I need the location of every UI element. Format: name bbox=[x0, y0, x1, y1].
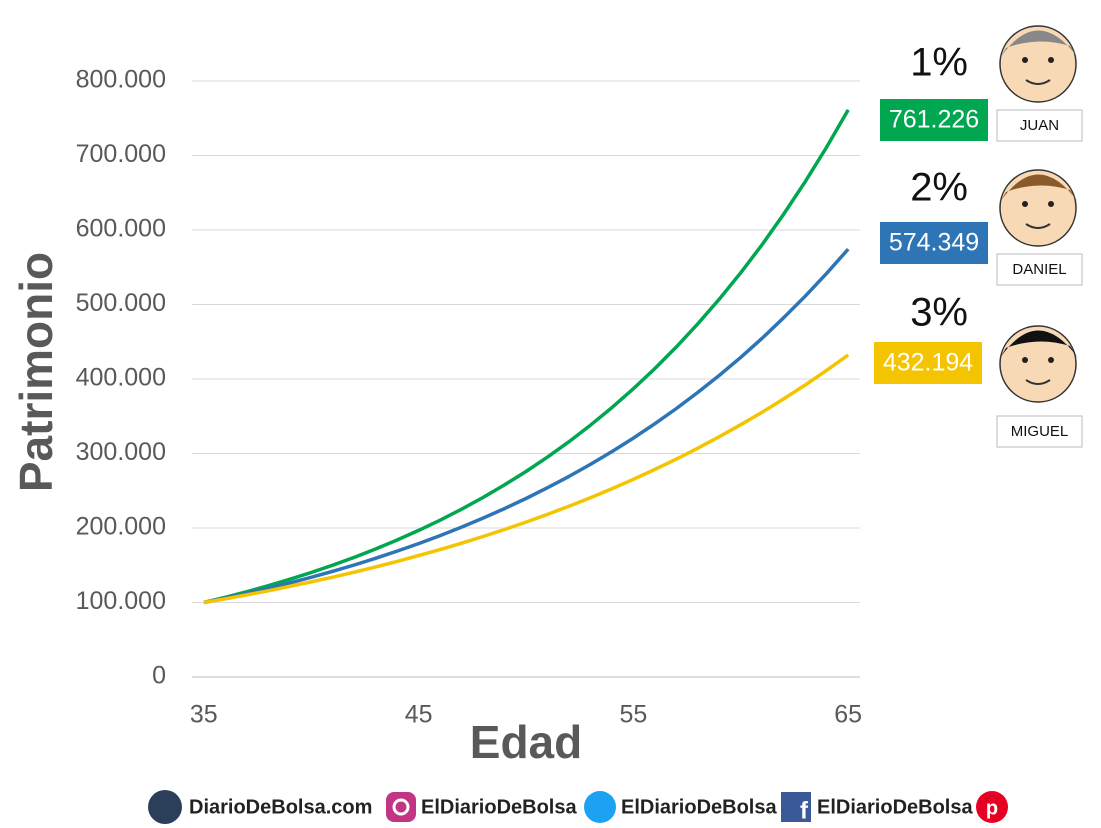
end-value-box bbox=[874, 342, 982, 384]
mouth bbox=[1025, 379, 1051, 385]
end-value-label: 432.194 bbox=[883, 349, 973, 377]
y-tick-label: 100.000 bbox=[76, 587, 166, 615]
x-tick-label: 65 bbox=[834, 701, 862, 729]
instagram-icon-lens bbox=[392, 798, 410, 816]
pinterest-icon-p: p bbox=[986, 797, 998, 819]
facebook-icon-f: f bbox=[800, 797, 809, 824]
eye bbox=[1048, 357, 1054, 363]
legend-name: DANIEL bbox=[1012, 261, 1066, 278]
fee-label: 1% bbox=[910, 41, 968, 85]
logo-icon bbox=[148, 790, 182, 824]
y-tick-label: 800.000 bbox=[76, 66, 166, 94]
facebook-handle[interactable]: ElDiarioDeBolsa bbox=[817, 796, 973, 818]
end-value-box bbox=[880, 222, 988, 264]
eye bbox=[1048, 201, 1054, 207]
website[interactable]: DiarioDeBolsa.com bbox=[189, 796, 372, 818]
person-card: 2% 574.349 DANIEL bbox=[880, 166, 1083, 286]
face bbox=[999, 325, 1077, 403]
x-tick-label: 35 bbox=[190, 701, 218, 729]
footer: DiarioDeBolsa.com ElDiarioDeBolsa ElDiar… bbox=[148, 790, 1008, 824]
y-tick-label: 0 bbox=[152, 662, 166, 690]
name-box bbox=[996, 415, 1083, 448]
x-tick-label: 45 bbox=[405, 701, 433, 729]
twitter-handle[interactable]: ElDiarioDeBolsa bbox=[621, 796, 777, 818]
face bbox=[999, 25, 1077, 103]
pinterest-icon[interactable] bbox=[976, 791, 1008, 823]
name-box bbox=[996, 109, 1083, 142]
hair bbox=[1000, 330, 1078, 358]
y-tick-label: 500.000 bbox=[76, 289, 166, 317]
eye bbox=[1048, 57, 1054, 63]
hair bbox=[1000, 174, 1078, 202]
eye bbox=[1022, 57, 1028, 63]
eye bbox=[1022, 201, 1028, 207]
legend-name: JUAN bbox=[1020, 117, 1059, 134]
person-card: 3% 432.194 MIGUEL bbox=[874, 291, 1083, 448]
series-line bbox=[203, 109, 850, 605]
end-value-label: 761.226 bbox=[889, 106, 979, 134]
hair bbox=[1000, 30, 1078, 58]
twitter-icon bbox=[584, 791, 616, 823]
end-value-label: 574.349 bbox=[889, 229, 979, 257]
y-tick-label: 200.000 bbox=[76, 513, 166, 541]
series-line bbox=[203, 353, 850, 605]
person-card: 1% 761.226 JUAN bbox=[880, 25, 1083, 142]
x-tick-label: 55 bbox=[619, 701, 647, 729]
y-tick-label: 600.000 bbox=[76, 215, 166, 243]
y-tick-label: 400.000 bbox=[76, 364, 166, 392]
fee-label: 2% bbox=[910, 166, 968, 210]
y-tick-label: 300.000 bbox=[76, 438, 166, 466]
fee-label: 3% bbox=[910, 291, 968, 335]
eye bbox=[1022, 357, 1028, 363]
mouth bbox=[1025, 223, 1051, 229]
instagram-icon bbox=[386, 792, 416, 822]
series-line bbox=[203, 247, 850, 605]
name-box bbox=[996, 253, 1083, 286]
legend-name: MIGUEL bbox=[1011, 423, 1069, 440]
face bbox=[999, 169, 1077, 247]
facebook-icon bbox=[781, 792, 811, 822]
mouth bbox=[1025, 79, 1051, 85]
instagram-handle[interactable]: ElDiarioDeBolsa bbox=[421, 796, 577, 818]
y-tick-label: 700.000 bbox=[76, 140, 166, 168]
x-axis-title: Edad bbox=[470, 716, 582, 768]
y-axis-title: Patrimonio bbox=[10, 252, 62, 492]
end-value-box bbox=[880, 99, 988, 141]
